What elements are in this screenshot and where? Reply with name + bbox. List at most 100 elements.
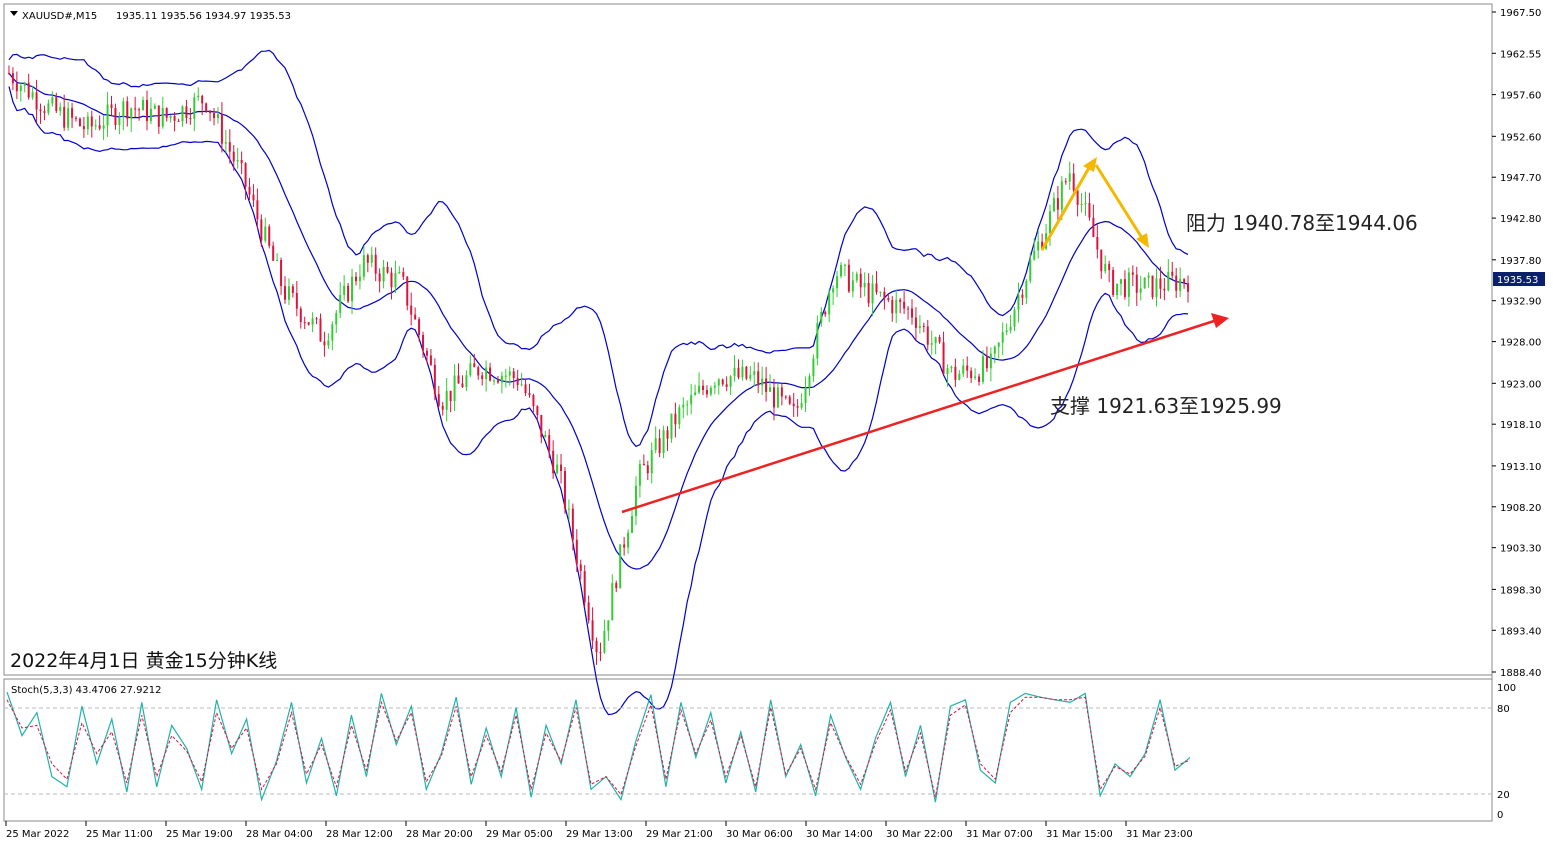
candle-body: [1001, 332, 1004, 343]
candle-body: [863, 282, 866, 288]
candle-body: [7, 72, 10, 74]
candle-body: [236, 160, 239, 162]
candle-body: [102, 125, 105, 129]
candle-body: [370, 254, 373, 263]
candle-body: [607, 620, 610, 631]
candle-body: [1119, 279, 1122, 284]
price-tick-label: 1913.10: [1500, 462, 1541, 473]
candle-body: [776, 387, 779, 408]
candle-body: [398, 272, 401, 274]
price-tick-label: 1957.60: [1500, 91, 1541, 102]
candle-body: [358, 276, 361, 282]
candlesticks: [7, 65, 1190, 665]
candle-body: [390, 272, 393, 288]
candle-body: [717, 379, 720, 386]
candle-body: [110, 104, 113, 108]
candle-body: [623, 544, 626, 548]
candle-body: [82, 126, 85, 130]
candle-body: [1025, 280, 1028, 298]
candle-body: [1131, 272, 1134, 275]
candle-body: [477, 367, 480, 376]
candle-body: [820, 311, 823, 323]
symbol-header: XAUUSD#,M15 1935.11 1935.56 1934.97 1935…: [10, 11, 291, 22]
price-tick-label: 1923.00: [1500, 379, 1541, 390]
candle-body: [67, 108, 70, 128]
candle-body: [725, 384, 728, 387]
candle-body: [1060, 181, 1063, 210]
candle-body: [682, 404, 685, 408]
triangle-down-icon[interactable]: [10, 11, 18, 16]
chart-caption: 2022年4月1日 黄金15分钟K线: [10, 650, 277, 672]
candle-body: [445, 390, 448, 410]
candle-body: [615, 583, 618, 589]
candle-body: [981, 356, 984, 382]
candle-body: [78, 118, 81, 127]
candle-body: [548, 435, 551, 451]
candle-body: [1080, 203, 1083, 205]
candle-body: [339, 294, 342, 314]
price-tick-label: 1888.40: [1500, 668, 1541, 679]
candle-body: [197, 95, 200, 98]
candle-body: [1072, 173, 1075, 191]
candle-body: [402, 272, 405, 277]
time-tick-label: 28 Mar 04:00: [246, 829, 313, 840]
candle-body: [319, 318, 322, 342]
candle-body: [571, 508, 574, 540]
candle-body: [1076, 190, 1079, 205]
candle-body: [910, 308, 913, 318]
candle-body: [524, 384, 527, 394]
time-tick-label: 30 Mar 14:00: [806, 829, 873, 840]
candle-body: [859, 273, 862, 288]
ohlc-label: 1935.11 1935.56 1934.97 1935.53: [116, 11, 291, 22]
candle-body: [1092, 217, 1095, 237]
candle-body: [489, 367, 492, 381]
candle-body: [461, 383, 464, 388]
candle-body: [907, 308, 910, 310]
candle-body: [315, 318, 318, 320]
candle-body: [457, 375, 460, 384]
candle-body: [1096, 236, 1099, 250]
candle-body: [1171, 271, 1174, 276]
price-tick-label: 1942.80: [1500, 214, 1541, 225]
candle-body: [560, 464, 563, 472]
candle-body: [989, 353, 992, 369]
candle-body: [165, 108, 168, 118]
candle-body: [422, 334, 425, 351]
candle-body: [11, 73, 14, 84]
trend-line: [621, 319, 1215, 514]
candle-body: [887, 298, 890, 301]
band-lower: [8, 86, 1189, 716]
candle-body: [997, 342, 1000, 347]
candle-body: [118, 117, 121, 125]
candle-body: [828, 292, 831, 315]
candle-body: [950, 366, 953, 369]
candle-body: [31, 92, 34, 98]
candle-body: [646, 465, 649, 474]
candle-body: [666, 430, 669, 439]
candle-body: [836, 276, 839, 289]
symbol-label: XAUUSD#,M15: [22, 11, 97, 22]
candle-body: [966, 365, 969, 371]
candle-body: [638, 463, 641, 486]
candle-body: [138, 109, 141, 111]
candle-body: [985, 356, 988, 369]
candle-body: [1005, 330, 1008, 333]
candle-body: [284, 286, 287, 300]
candle-body: [59, 107, 62, 111]
candle-body: [804, 387, 807, 404]
candle-body: [145, 100, 148, 122]
candle-body: [485, 367, 488, 379]
current-price-marker: 1935.53: [1493, 272, 1545, 286]
candle-body: [694, 392, 697, 396]
price-tick-label: 1893.40: [1500, 626, 1541, 637]
candle-body: [343, 285, 346, 295]
candle-body: [228, 142, 231, 152]
candle-body: [441, 405, 444, 410]
candle-body: [335, 313, 338, 325]
candle-body: [954, 366, 957, 380]
price-tick-label: 1967.50: [1500, 8, 1541, 19]
candle-body: [173, 116, 176, 121]
candle-body: [1037, 241, 1040, 251]
candle-body: [177, 120, 180, 122]
candle-body: [918, 326, 921, 328]
